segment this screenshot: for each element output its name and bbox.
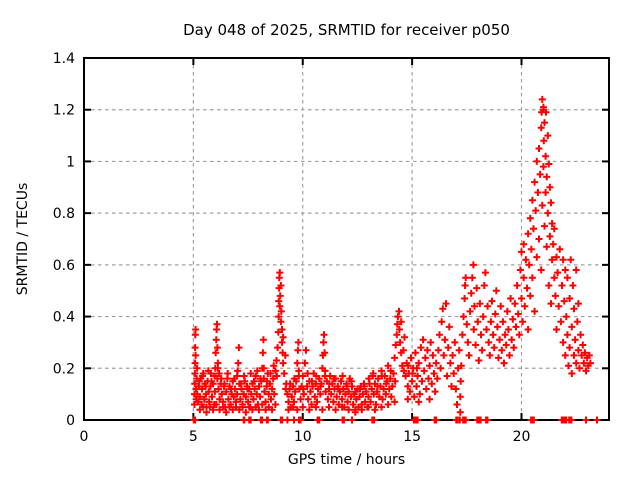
x-tick-label: 15 [403,429,421,445]
y-tick-label: 1.2 [53,103,75,119]
y-tick-label: 1 [66,154,75,170]
x-tick-label: 5 [189,429,198,445]
tick-labels: 0 5 10 15 20 0 0.2 0.4 0.6 0.8 1 1.2 1.4 [53,51,531,445]
data-points [190,95,601,424]
y-tick-label: 0.6 [53,258,75,274]
grid-lines [84,58,609,420]
y-tick-label: 0.2 [53,361,75,377]
y-tick-label: 0.4 [53,310,75,326]
plot-border [83,57,610,421]
x-axis-label: GPS time / hours [287,452,406,468]
y-tick-label: 0 [66,413,75,429]
axis-ticks [83,57,609,421]
data-point-markers [190,95,601,424]
x-tick-label: 10 [294,429,312,445]
chart-title: Day 048 of 2025, SRMTID for receiver p05… [183,21,510,39]
y-tick-label: 1.4 [53,51,75,67]
x-tick-label: 0 [80,429,89,445]
y-tick-label: 0.8 [53,206,75,222]
x-tick-label: 20 [513,429,531,445]
